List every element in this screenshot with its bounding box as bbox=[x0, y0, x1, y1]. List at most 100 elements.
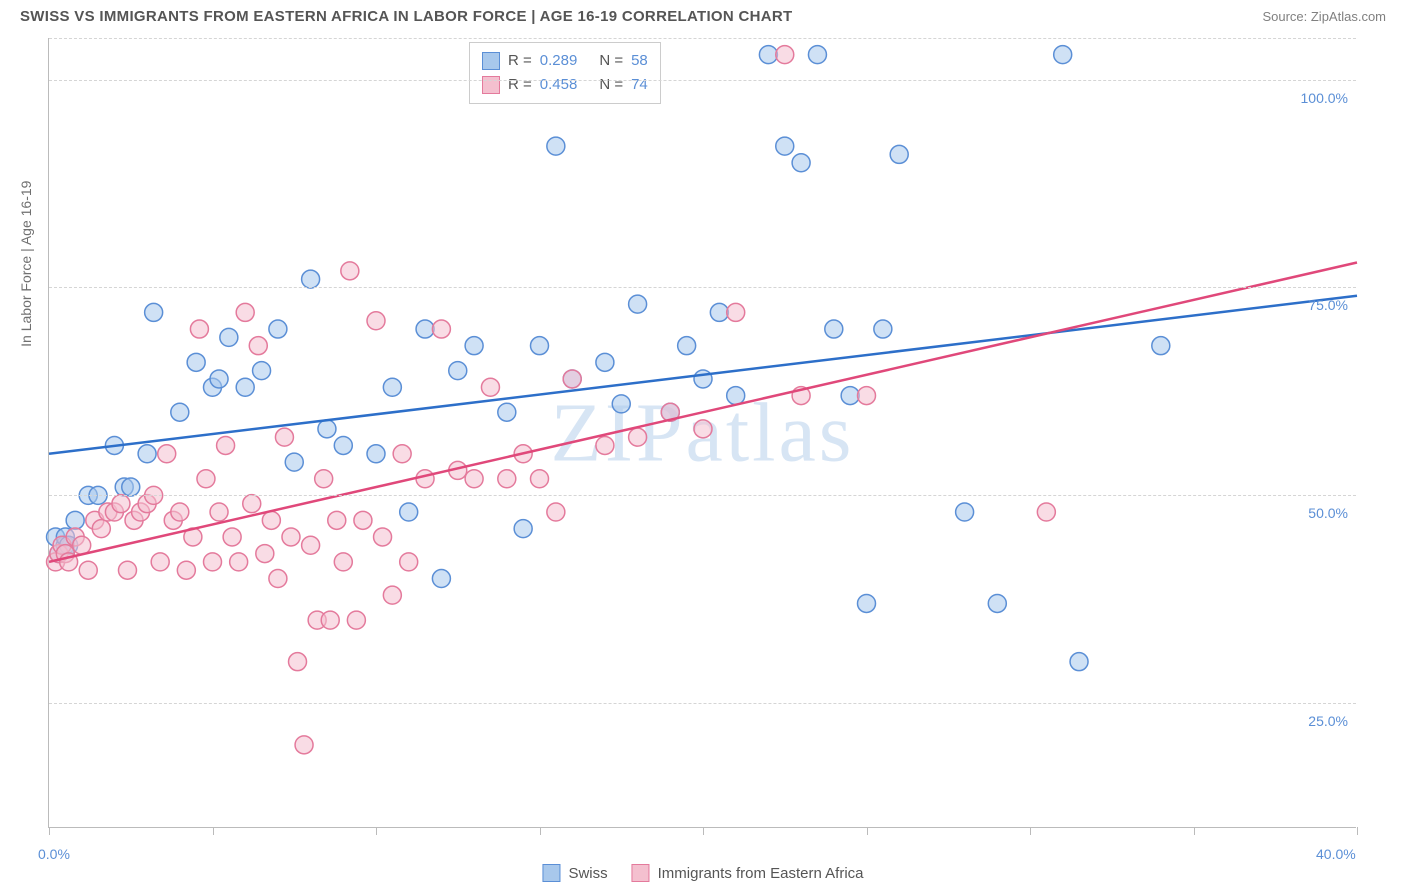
x-tick bbox=[703, 827, 704, 835]
y-tick-label: 25.0% bbox=[1308, 713, 1348, 729]
data-point bbox=[138, 445, 156, 463]
legend-item: Swiss bbox=[542, 864, 607, 882]
data-point bbox=[858, 594, 876, 612]
data-point bbox=[1054, 46, 1072, 64]
data-point bbox=[393, 445, 411, 463]
r-value: 0.289 bbox=[540, 49, 578, 73]
legend-swatch bbox=[482, 52, 500, 70]
data-point bbox=[190, 320, 208, 338]
data-point bbox=[400, 553, 418, 571]
data-point bbox=[629, 428, 647, 446]
data-point bbox=[187, 353, 205, 371]
gridline bbox=[49, 38, 1356, 39]
data-point bbox=[383, 378, 401, 396]
data-point bbox=[1152, 337, 1170, 355]
data-point bbox=[328, 511, 346, 529]
x-tick bbox=[376, 827, 377, 835]
data-point bbox=[563, 370, 581, 388]
legend-label: Immigrants from Eastern Africa bbox=[658, 865, 864, 882]
data-point bbox=[629, 295, 647, 313]
y-tick-label: 75.0% bbox=[1308, 297, 1348, 313]
data-point bbox=[315, 470, 333, 488]
data-point bbox=[808, 46, 826, 64]
data-point bbox=[66, 511, 84, 529]
data-point bbox=[727, 303, 745, 321]
r-label: R = bbox=[508, 49, 532, 73]
y-axis-title: In Labor Force | Age 16-19 bbox=[18, 181, 34, 347]
data-point bbox=[253, 362, 271, 380]
data-point bbox=[112, 495, 130, 513]
data-point bbox=[612, 395, 630, 413]
data-point bbox=[841, 387, 859, 405]
data-point bbox=[236, 378, 254, 396]
data-point bbox=[282, 528, 300, 546]
r-value: 0.458 bbox=[540, 73, 578, 97]
data-point bbox=[874, 320, 892, 338]
data-point bbox=[956, 503, 974, 521]
x-tick bbox=[540, 827, 541, 835]
data-point bbox=[204, 553, 222, 571]
x-tick-label: 40.0% bbox=[1316, 846, 1356, 862]
legend-swatch bbox=[542, 864, 560, 882]
gridline bbox=[49, 703, 1356, 704]
data-point bbox=[302, 536, 320, 554]
data-point bbox=[256, 545, 274, 563]
data-point bbox=[678, 337, 696, 355]
data-point bbox=[171, 503, 189, 521]
legend-stat-row: R = 0.289 N = 58 bbox=[482, 49, 648, 73]
gridline bbox=[49, 287, 1356, 288]
data-point bbox=[220, 328, 238, 346]
data-point bbox=[988, 594, 1006, 612]
legend-stat-row: R = 0.458N = 74 bbox=[482, 73, 648, 97]
data-point bbox=[210, 370, 228, 388]
data-point bbox=[547, 503, 565, 521]
data-point bbox=[210, 503, 228, 521]
legend-item: Immigrants from Eastern Africa bbox=[632, 864, 864, 882]
legend-swatch bbox=[632, 864, 650, 882]
chart-title: SWISS VS IMMIGRANTS FROM EASTERN AFRICA … bbox=[20, 8, 792, 25]
x-tick bbox=[1030, 827, 1031, 835]
data-point bbox=[302, 270, 320, 288]
data-point bbox=[890, 145, 908, 163]
data-point bbox=[269, 320, 287, 338]
data-point bbox=[262, 511, 280, 529]
data-point bbox=[416, 470, 434, 488]
x-tick bbox=[1194, 827, 1195, 835]
data-point bbox=[347, 611, 365, 629]
source-label: Source: ZipAtlas.com bbox=[1262, 9, 1386, 24]
data-point bbox=[289, 653, 307, 671]
x-tick bbox=[213, 827, 214, 835]
data-point bbox=[383, 586, 401, 604]
data-point bbox=[531, 470, 549, 488]
data-point bbox=[400, 503, 418, 521]
data-point bbox=[145, 303, 163, 321]
data-point bbox=[694, 370, 712, 388]
data-point bbox=[354, 511, 372, 529]
data-point bbox=[465, 470, 483, 488]
x-tick bbox=[1357, 827, 1358, 835]
data-point bbox=[514, 520, 532, 538]
data-point bbox=[596, 353, 614, 371]
data-point bbox=[249, 337, 267, 355]
y-tick-label: 100.0% bbox=[1301, 90, 1348, 106]
n-label: N = bbox=[599, 49, 623, 73]
data-point bbox=[416, 320, 434, 338]
gridline bbox=[49, 80, 1356, 81]
data-point bbox=[92, 520, 110, 538]
data-point bbox=[727, 387, 745, 405]
data-point bbox=[710, 303, 728, 321]
data-point bbox=[498, 470, 516, 488]
x-tick bbox=[867, 827, 868, 835]
data-point bbox=[295, 736, 313, 754]
data-point bbox=[171, 403, 189, 421]
data-point bbox=[73, 536, 91, 554]
data-point bbox=[449, 362, 467, 380]
x-tick bbox=[49, 827, 50, 835]
y-tick-label: 50.0% bbox=[1308, 505, 1348, 521]
n-value: 74 bbox=[631, 73, 648, 97]
n-value: 58 bbox=[631, 49, 648, 73]
data-point bbox=[776, 137, 794, 155]
scatter-svg bbox=[49, 38, 1356, 827]
data-point bbox=[79, 561, 97, 579]
data-point bbox=[177, 561, 195, 579]
